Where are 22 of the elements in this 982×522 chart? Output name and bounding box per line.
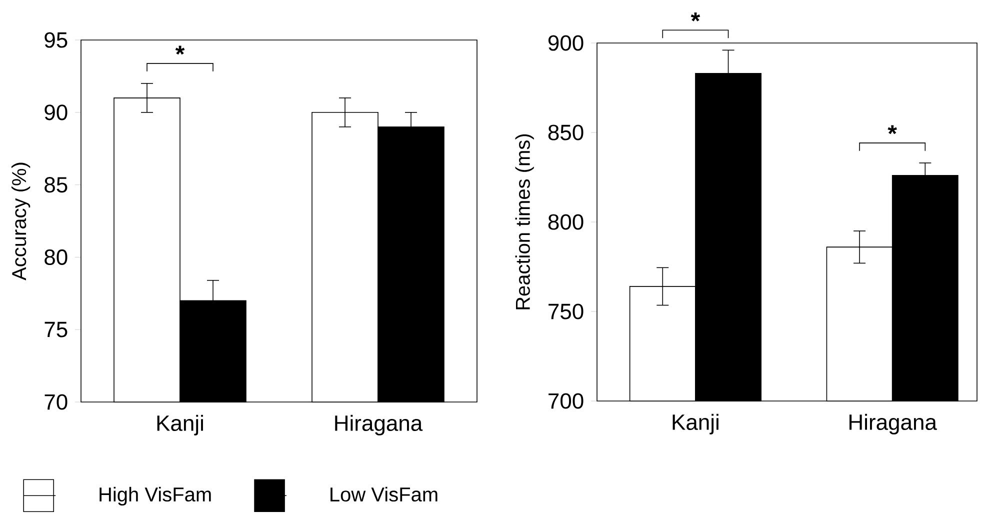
y-axis-title: Accuracy (%): [11, 162, 30, 280]
y-tick-label: 75: [44, 322, 68, 338]
y-tick-label: 95: [44, 32, 68, 48]
y-axis-title: Reaction times (ms): [515, 134, 534, 310]
y-tick-label: 70: [44, 394, 68, 410]
x-tick-label: Kanji: [157, 414, 203, 436]
y-tick-label: 700: [548, 393, 584, 409]
legend-label: Low VisFam: [330, 486, 438, 502]
y-tick-label: 850: [548, 124, 584, 140]
y-tick-label: 900: [548, 35, 584, 51]
x-tick-label: Hiragana: [335, 414, 423, 436]
y-tick-label: 800: [548, 214, 584, 230]
y-tick-label: 85: [44, 177, 68, 193]
y-tick-label: 80: [44, 249, 68, 265]
legend-label: High VisFam: [100, 486, 211, 506]
y-tick-label: 750: [548, 304, 584, 320]
y-tick-label: 90: [44, 104, 68, 120]
x-tick-label: Kanji: [672, 414, 718, 434]
annotation: *: [888, 125, 897, 134]
text: *: [690, 12, 700, 22]
x-tick-label: Hiragana: [850, 414, 937, 434]
annotation: *: [175, 46, 185, 55]
